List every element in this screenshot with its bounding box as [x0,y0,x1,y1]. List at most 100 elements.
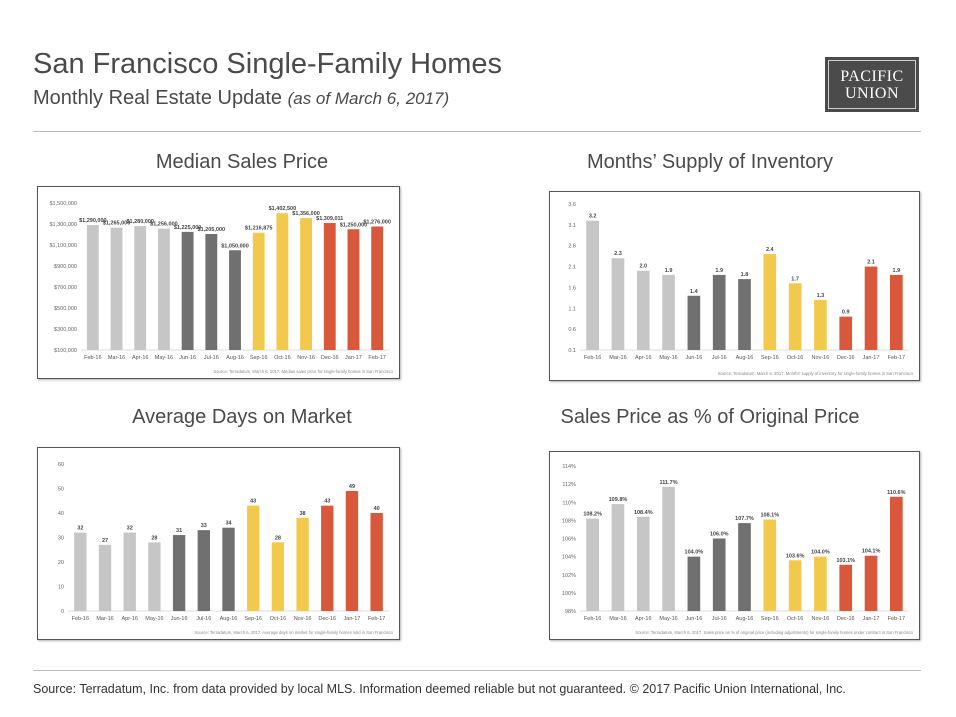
bar-jul-16 [197,530,210,611]
x-tick-label: Sep-16 [761,355,779,361]
x-tick-label: Jan-17 [863,355,880,361]
bar-apr-16 [636,270,650,350]
x-tick-label: Oct-16 [274,355,291,361]
bar-mar-16 [98,544,112,611]
y-tick-label: 40 [58,511,64,517]
x-tick-label: Aug-16 [736,355,754,361]
y-tick-label: 20 [58,560,64,566]
data-label: 28 [275,535,281,541]
x-tick-label: Jul-16 [204,355,219,361]
y-tick-label: 106% [562,537,576,543]
x-tick-label: Mar-16 [96,616,113,622]
bar-dec-16 [839,316,853,350]
x-tick-label: Feb-17 [368,355,385,361]
bar-oct-16 [788,283,802,350]
bar-jan-17 [347,229,360,350]
chart-title-pct: Sales Price as % of Original Price [560,406,860,428]
data-label: 40 [374,506,380,512]
x-tick-label: Feb-16 [84,355,101,361]
bar-sep-16 [252,232,265,350]
x-tick-label: May-16 [155,355,173,361]
data-label: 49 [349,484,355,490]
x-tick-label: Mar-16 [609,616,626,622]
y-tick-label: 1.1 [568,306,576,312]
bar-oct-16 [271,542,285,611]
x-tick-label: May-16 [659,616,677,622]
x-tick-label: Mar-16 [108,355,125,361]
y-tick-label: 110% [562,500,576,506]
y-tick-label: 104% [562,555,576,561]
chart-svg-median: $100,000 $300,000 $500,000 $700,000 $900,000… [49,201,393,374]
bar-feb-17 [890,496,903,611]
data-label: 1.4 [690,289,699,295]
y-tick-label: 2.1 [568,265,576,271]
data-label: 1.3 [817,293,825,299]
footer-source: Source: Terradatum, Inc. from data provi… [33,682,846,696]
x-tick-label: Aug-16 [220,616,238,622]
data-label: 1.8 [741,272,749,278]
bar-sep-16 [763,254,777,350]
x-tick-label: Jan-17 [863,616,880,622]
bar-sep-16 [247,505,260,611]
y-tick-label: $500,000 [54,306,77,312]
x-tick-label: Apr-16 [635,355,652,361]
chart-median: $100,000 $300,000 $500,000 $700,000 $900,000… [37,186,400,379]
x-tick-label: Aug-16 [736,616,754,622]
bar-mar-16 [110,227,123,350]
bar-feb-16 [86,225,99,350]
data-label: 34 [225,521,232,527]
y-tick-label: 0.1 [568,348,576,354]
x-tick-label: Nov-16 [297,355,315,361]
data-label: 110.6% [887,490,905,496]
data-label: 38 [300,511,306,517]
data-label: 33 [201,523,207,529]
data-label: 32 [77,526,83,532]
data-label: $1,205,000 [198,227,226,233]
as-of-date: (as of March 6, 2017) [287,89,450,108]
data-label: 32 [127,526,133,532]
y-tick-label: $900,000 [54,264,77,270]
bar-apr-16 [134,226,147,350]
bar-jul-16 [712,274,726,350]
x-tick-label: Dec-16 [318,616,336,622]
pacific-union-logo: PACIFIC UNION [825,57,919,112]
data-label: 1.9 [665,268,673,274]
bar-oct-16 [788,560,802,611]
bar-nov-16 [300,218,312,350]
bar-aug-16 [738,279,751,350]
y-tick-label: 2.6 [568,244,576,250]
x-tick-label: Feb-16 [72,616,89,622]
bar-may-16 [148,542,161,611]
report-title: San Francisco Single-Family Homes [33,48,502,80]
data-label: 2.0 [639,264,647,270]
y-tick-label: 108% [562,518,576,524]
data-label: $1,402,500 [269,206,297,212]
bar-jun-16 [181,231,194,350]
y-tick-label: $1,300,000 [49,222,77,228]
x-tick-label: Aug-16 [226,355,244,361]
data-label: $1,290,000 [79,218,107,224]
data-label: 103.6% [786,553,805,559]
x-tick-label: Jul-16 [712,616,727,622]
data-label: 1.9 [715,268,723,274]
data-label: 108.1% [760,512,779,518]
data-label: 27 [102,538,108,544]
x-tick-label: Jan-17 [345,355,362,361]
chart-dom: 0 10 20 30 40 50 60 32 Feb-16 27 Mar-16 32 Apr-16 28 M… [37,447,400,640]
y-tick-label: 0.6 [568,327,576,333]
data-label: 43 [250,499,256,505]
data-label: $1,280,000 [126,219,154,225]
data-label: 1.7 [791,276,799,282]
y-tick-label: 100% [562,591,576,597]
bar-aug-16 [222,527,235,611]
chart-title-supply: Months’ Supply of Inventory [586,151,834,173]
bar-dec-16 [321,505,334,611]
x-tick-label: Jun-16 [685,355,702,361]
data-label: 28 [151,535,157,541]
x-tick-label: Oct-16 [787,355,804,361]
bar-nov-16 [814,299,827,350]
bar-may-16 [662,486,675,611]
x-tick-label: Apr-16 [132,355,149,361]
chart-title-median: Median Sales Price [155,151,329,173]
y-tick-label: 10 [58,585,64,591]
